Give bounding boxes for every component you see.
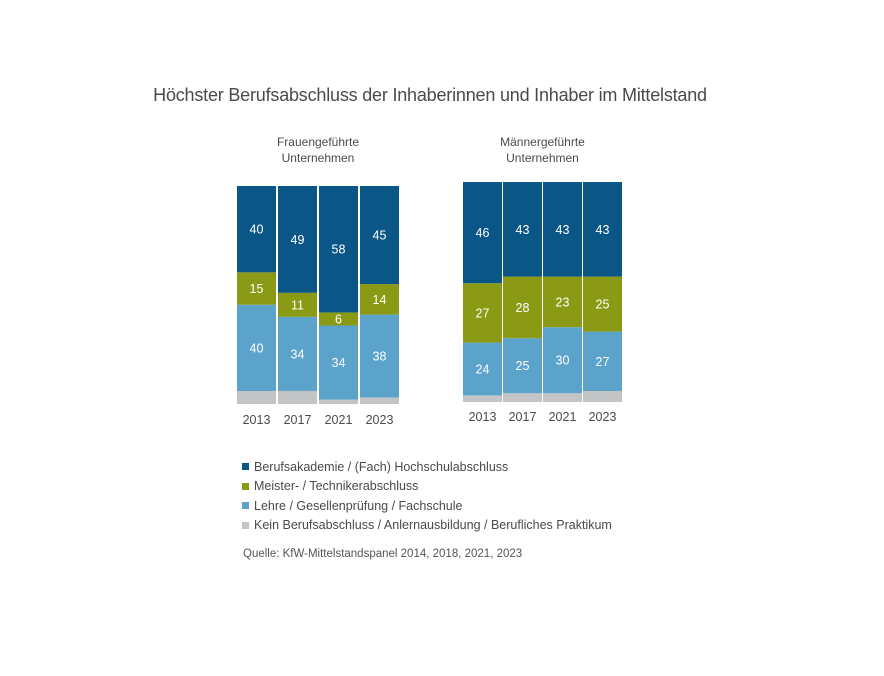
data-label: 27: [476, 306, 490, 320]
bar-segment-akademie: [543, 182, 582, 277]
legend-swatch: [242, 463, 249, 471]
legend-label: Kein Berufsabschluss / Anlernausbildung …: [254, 518, 612, 533]
x-tick-label: 2013: [469, 410, 497, 424]
data-label: 23: [556, 295, 570, 309]
bar-segment-lehre: [319, 325, 358, 400]
bar-segment-kein: [543, 393, 582, 402]
data-label: 25: [596, 298, 610, 312]
legend-item-akademie: Berufsakademie / (Fach) Hochschulabschlu…: [242, 457, 612, 477]
data-label: 43: [556, 223, 570, 237]
bar-segment-lehre: [360, 314, 399, 398]
bar-segment-lehre: [503, 338, 542, 394]
bar-segment-meister: [583, 276, 622, 332]
bar-segment-akademie: [360, 186, 399, 285]
bar-segment-akademie: [278, 186, 317, 293]
x-tick-label: 2021: [325, 413, 353, 427]
data-label: 58: [332, 243, 346, 257]
chart-panel-1: Frauengeführte Unternehmen 40 15 40 2013 34 11 4…: [237, 135, 399, 427]
legend-swatch: [242, 482, 249, 490]
data-label: 43: [516, 223, 530, 237]
data-label: 15: [250, 282, 264, 296]
x-tick-label: 2021: [549, 410, 577, 424]
data-label: 43: [596, 223, 610, 237]
data-label: 27: [596, 355, 610, 369]
data-label: 28: [516, 301, 530, 315]
x-tick-label: 2017: [509, 410, 537, 424]
data-label: 38: [373, 350, 387, 364]
chart-panel-2: Männergeführte Unternehmen 24 27 46 2013 25 28 4…: [463, 135, 622, 424]
x-tick-label: 2017: [284, 413, 312, 427]
legend-label: Meister- / Technikerabschluss: [254, 479, 419, 494]
bar-segment-meister: [319, 312, 358, 326]
bar-segment-lehre: [237, 304, 276, 392]
bar-segment-lehre: [543, 327, 582, 394]
data-label: 14: [373, 293, 387, 307]
data-label: 45: [373, 229, 387, 243]
legend-label: Berufsakademie / (Fach) Hochschulabschlu…: [254, 459, 509, 474]
bar-segment-kein: [463, 395, 502, 402]
bar-segment-akademie: [463, 182, 502, 284]
panel-title-line: Männergeführte: [500, 135, 585, 149]
x-tick-label: 2013: [243, 413, 271, 427]
bar-segment-kein: [360, 397, 399, 404]
bar-segment-meister: [543, 276, 582, 328]
x-tick-label: 2023: [589, 410, 617, 424]
bar-segment-akademie: [503, 182, 542, 277]
data-label: 49: [291, 233, 305, 247]
data-label: 25: [516, 359, 530, 373]
data-label: 30: [556, 354, 570, 368]
data-label: 24: [476, 363, 490, 377]
panel-title-line: Frauengeführte: [277, 135, 359, 149]
bar-segment-akademie: [319, 186, 358, 313]
bar-segment-kein: [319, 399, 358, 404]
legend-item-kein: Kein Berufsabschluss / Anlernausbildung …: [242, 516, 612, 536]
bar-segment-meister: [463, 283, 502, 343]
bar-segment-akademie: [583, 182, 622, 277]
bar-segment-lehre: [278, 316, 317, 391]
bar-segment-kein: [583, 391, 622, 402]
bar-segment-akademie: [237, 186, 276, 273]
legend-item-lehre: Lehre / Gesellenprüfung / Fachschule: [242, 496, 612, 516]
data-label: 40: [250, 341, 264, 355]
panel-title-line: Unternehmen: [506, 151, 579, 165]
bar-segment-lehre: [583, 331, 622, 391]
bar-segment-meister: [503, 276, 542, 339]
bar-segment-kein: [503, 393, 542, 402]
legend: Berufsakademie / (Fach) Hochschulabschlu…: [242, 457, 612, 535]
legend-item-meister: Meister- / Technikerabschluss: [242, 477, 612, 497]
bar-segment-meister: [278, 292, 317, 317]
panel-title-line: Unternehmen: [282, 151, 355, 165]
data-label: 40: [250, 223, 264, 237]
data-label: 34: [291, 347, 305, 361]
legend-swatch: [242, 521, 249, 529]
x-tick-label: 2023: [366, 413, 394, 427]
legend-label: Lehre / Gesellenprüfung / Fachschule: [254, 498, 463, 513]
bar-segment-meister: [237, 272, 276, 305]
data-label: 34: [332, 356, 346, 370]
data-label: 46: [476, 226, 490, 240]
bar-segment-kein: [278, 390, 317, 404]
source-note: Quelle: KfW-Mittelstandspanel 2014, 2018…: [243, 548, 523, 560]
bar-segment-meister: [360, 284, 399, 315]
bar-segment-lehre: [463, 342, 502, 396]
legend-swatch: [242, 502, 249, 510]
chart-title: Höchster Berufsabschluss der Inhaberinne…: [153, 85, 707, 105]
bar-segment-kein: [237, 391, 276, 404]
data-label: 6: [335, 312, 342, 326]
data-label: 11: [291, 298, 304, 312]
